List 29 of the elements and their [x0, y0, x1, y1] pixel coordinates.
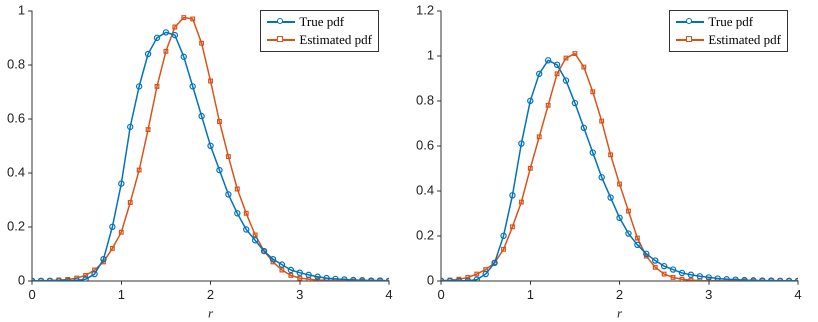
y-tick-label: 0: [426, 272, 434, 288]
y-tick-label: 0.8: [416, 92, 434, 108]
x-tick-label: 1: [118, 287, 125, 302]
x-tick-label: 4: [385, 287, 393, 302]
y-tick-label: 1.2: [416, 2, 434, 18]
legend-label: True pdf: [708, 14, 754, 30]
y-tick-label: 0.2: [6, 218, 26, 234]
y-tick-label: 1: [18, 2, 26, 18]
y-tick-label: 0.4: [6, 164, 26, 180]
x-tick-label: 4: [794, 287, 802, 302]
y-tick-label: 0.8: [6, 56, 26, 72]
x-tick-label: 2: [616, 287, 624, 302]
x-axis-title: r: [617, 306, 624, 321]
legend-label: Estimated pdf: [708, 32, 781, 48]
y-tick-label: 0.6: [416, 137, 434, 152]
y-tick-label: 0.4: [416, 182, 434, 198]
x-axis-title: r: [208, 306, 214, 321]
x-tick-label: 0: [437, 287, 445, 302]
y-tick-label: 0.6: [6, 110, 26, 126]
y-tick-label: 0.2: [416, 227, 434, 242]
x-tick-label: 3: [705, 287, 712, 302]
legend-label: Estimated pdf: [299, 32, 372, 48]
x-tick-label: 1: [526, 287, 534, 302]
x-tick-label: 2: [206, 287, 214, 302]
x-tick-label: 3: [296, 287, 304, 302]
y-tick-label: 0: [18, 272, 26, 288]
x-tick-label: 0: [28, 287, 36, 302]
legend-label: True pdf: [299, 14, 344, 30]
y-tick-label: 1: [426, 47, 434, 62]
